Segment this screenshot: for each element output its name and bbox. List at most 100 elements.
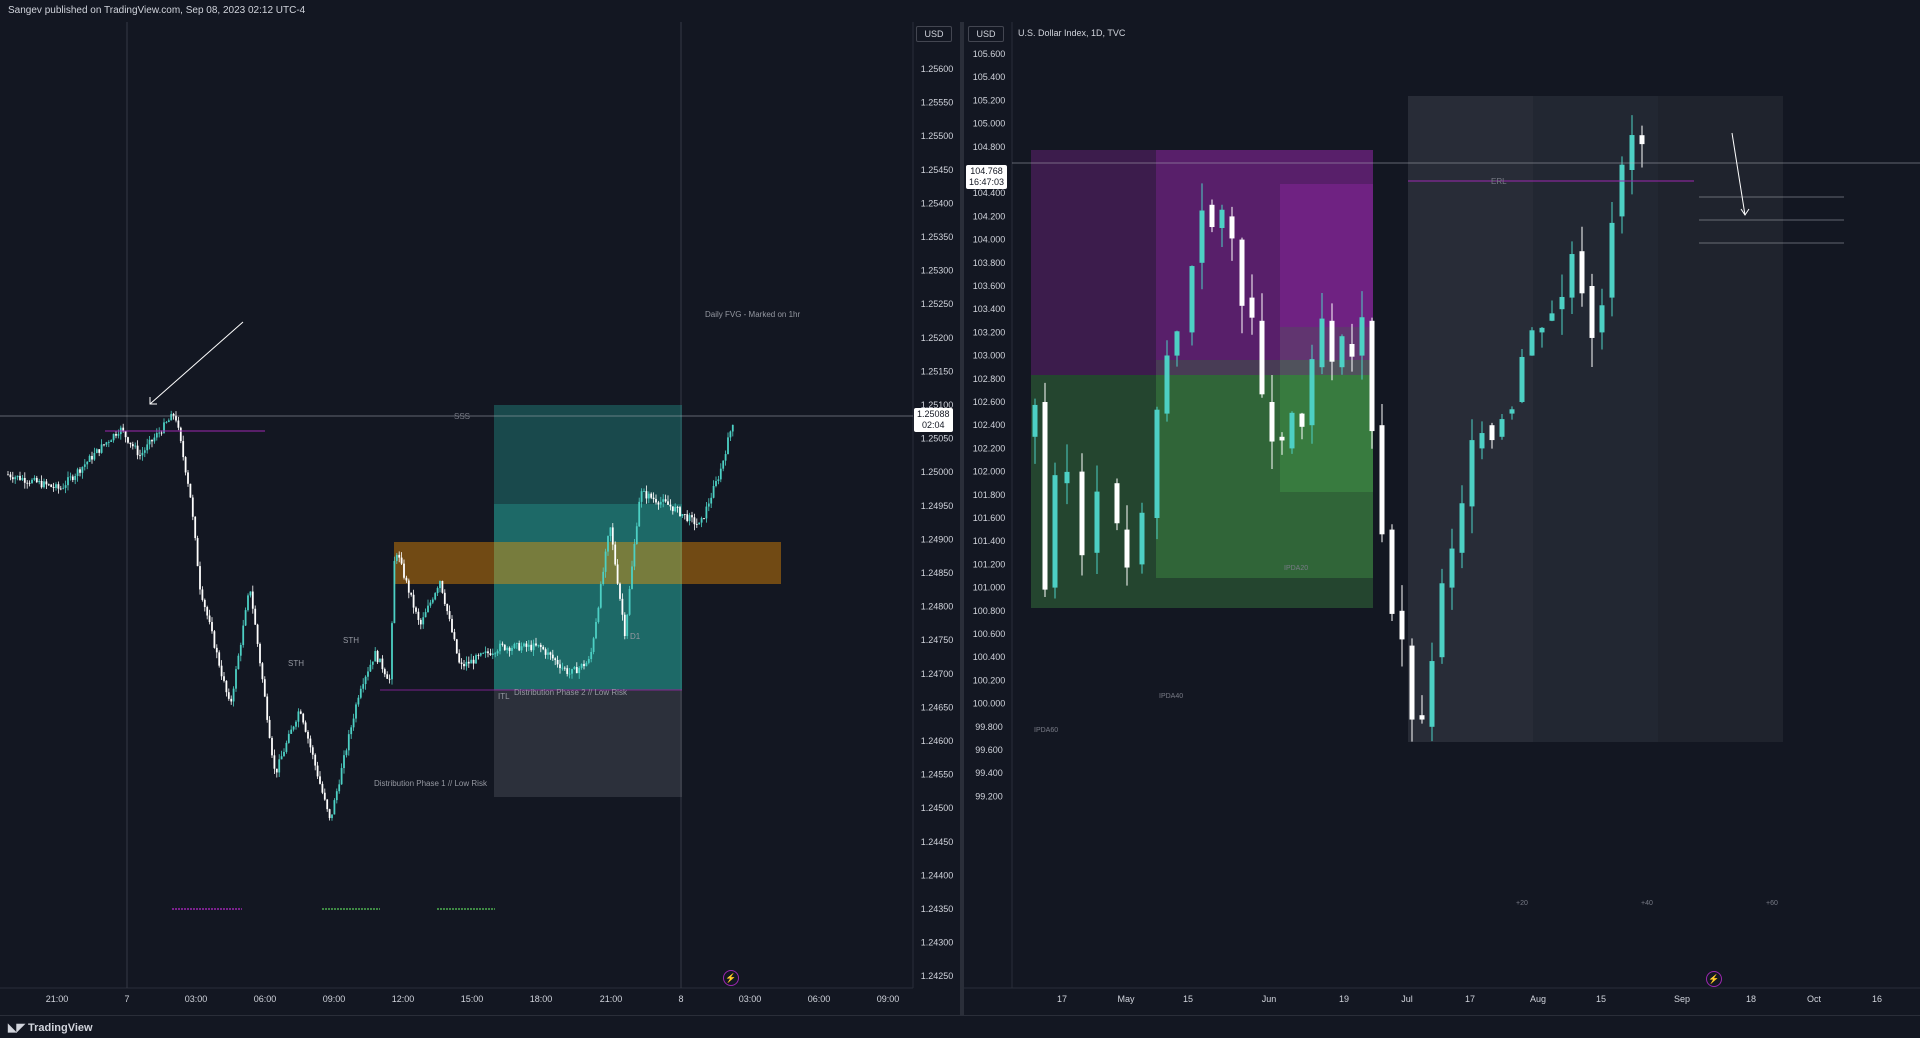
right-candle-body <box>1449 548 1455 588</box>
left-candle-body <box>439 581 441 589</box>
left-candle-body <box>631 566 633 589</box>
left-y-tick: 1.25300 <box>921 266 954 276</box>
left-candle-body <box>513 643 516 649</box>
left-candle-body <box>340 768 343 785</box>
right-candle-body <box>1042 402 1048 590</box>
right-y-tick: 103.800 <box>973 258 1006 268</box>
left-candle-body <box>592 638 595 652</box>
left-x-tick: 21:00 <box>600 994 623 1004</box>
tradingview-logo-icon[interactable]: ◣◤ TradingView <box>8 1022 93 1034</box>
right-candle-body <box>1114 483 1120 524</box>
left-candle-body <box>124 431 127 438</box>
left-candle-body <box>91 455 93 460</box>
left-candle-body <box>23 477 26 483</box>
left-candle-body <box>369 664 372 672</box>
right-candle-body <box>1439 583 1445 658</box>
left-candle-body <box>11 477 14 480</box>
left-y-tick: 1.24800 <box>921 602 954 612</box>
right-flash-icon[interactable]: ⚡ <box>1706 971 1722 987</box>
right-x-tick: 18 <box>1746 994 1756 1004</box>
left-candle-body <box>657 502 660 505</box>
left-candle-body <box>321 783 324 793</box>
left-candle-body <box>230 698 233 702</box>
left-x-tick: 03:00 <box>185 994 208 1004</box>
left-candle-body <box>400 557 403 564</box>
left-candle-body <box>496 651 499 654</box>
ipda40-discount-zone <box>1156 360 1373 578</box>
left-candle-body <box>575 667 578 674</box>
left-candle-body <box>153 437 156 442</box>
left-candle-body <box>391 623 393 680</box>
left-y-tick: 1.25000 <box>921 467 954 477</box>
left-candle-body <box>239 644 242 656</box>
left-y-tick: 1.25150 <box>921 366 954 376</box>
left-candle-body <box>227 692 230 699</box>
projection-arrowhead-icon <box>1740 208 1750 216</box>
left-chart-canvas[interactable]: SSS Daily FVG - Marked on 1hr STH STH ITL D1 D… <box>0 22 960 1012</box>
grey-zone <box>494 689 682 797</box>
left-candle-body <box>271 737 273 756</box>
pane-divider[interactable] <box>960 22 964 1015</box>
left-candle-body <box>275 768 278 773</box>
right-x-tick: 19 <box>1339 994 1349 1004</box>
left-candle-body <box>184 457 187 473</box>
right-chart-pane[interactable]: ERL IPDA60 IPDA40 IPDA20 +20 +40 +60 105.600 10… <box>964 22 1920 1012</box>
right-chart-canvas[interactable]: ERL IPDA60 IPDA40 IPDA20 +20 +40 +60 105.600 10… <box>964 22 1920 1012</box>
left-candle-body <box>67 477 69 486</box>
left-candle-body <box>381 658 384 670</box>
left-candle-body <box>71 476 74 480</box>
right-candle-body <box>1619 164 1625 217</box>
plus40-label: +40 <box>1641 900 1653 907</box>
left-candle-body <box>501 643 504 645</box>
left-candle-body <box>335 791 338 801</box>
left-candle-body <box>33 477 36 480</box>
left-candle-body <box>463 663 465 667</box>
right-y-tick: 105.400 <box>973 72 1006 82</box>
right-candle-body <box>1199 210 1205 263</box>
left-candle-body <box>115 433 117 436</box>
right-candle-body <box>1174 331 1180 356</box>
left-candle-body <box>523 643 525 647</box>
left-x-tick: 09:00 <box>323 994 346 1004</box>
left-candle-body <box>595 622 597 639</box>
left-candle-body <box>107 441 110 443</box>
left-candle-body <box>693 517 696 525</box>
left-candle-body <box>388 678 391 680</box>
left-candle-body <box>21 477 24 480</box>
left-candle-body <box>664 499 667 502</box>
left-candle-body <box>503 644 506 650</box>
left-candle-body <box>640 491 643 502</box>
left-candle-body <box>446 603 449 612</box>
right-candle-body <box>1259 320 1265 395</box>
left-candle-body <box>403 563 405 578</box>
left-x-tick: 18:00 <box>530 994 553 1004</box>
left-candle-body <box>331 814 333 819</box>
left-y-tick: 1.25350 <box>921 232 954 242</box>
left-candle-body <box>571 668 573 674</box>
left-y-tick: 1.24950 <box>921 501 954 511</box>
right-candle-body <box>1219 209 1225 228</box>
left-candle-body <box>710 497 713 504</box>
left-candle-body <box>484 651 487 653</box>
left-currency-label[interactable]: USD <box>916 26 952 42</box>
left-candle-body <box>235 669 237 689</box>
right-currency-label[interactable]: USD <box>968 26 1004 42</box>
left-x-tick: 8 <box>678 994 683 1004</box>
left-candle-body <box>59 488 62 490</box>
left-candle-body <box>643 491 645 492</box>
left-candle-body <box>542 646 545 650</box>
left-candle-body <box>621 598 624 615</box>
left-candle-body <box>355 704 357 719</box>
right-candle-body <box>1139 512 1145 565</box>
left-flash-icon[interactable]: ⚡ <box>723 970 739 986</box>
left-candle-body <box>386 674 389 679</box>
right-candle-body <box>1549 313 1555 321</box>
left-chart-pane[interactable]: SSS Daily FVG - Marked on 1hr STH STH ITL D1 D… <box>0 22 960 1012</box>
left-candle-body <box>203 599 206 608</box>
left-y-tick: 1.24400 <box>921 870 954 880</box>
right-y-tick: 103.400 <box>973 304 1006 314</box>
right-x-tick: 17 <box>1057 994 1067 1004</box>
left-candle-body <box>316 765 319 777</box>
left-candle-body <box>292 726 295 730</box>
left-candle-body <box>453 632 456 640</box>
